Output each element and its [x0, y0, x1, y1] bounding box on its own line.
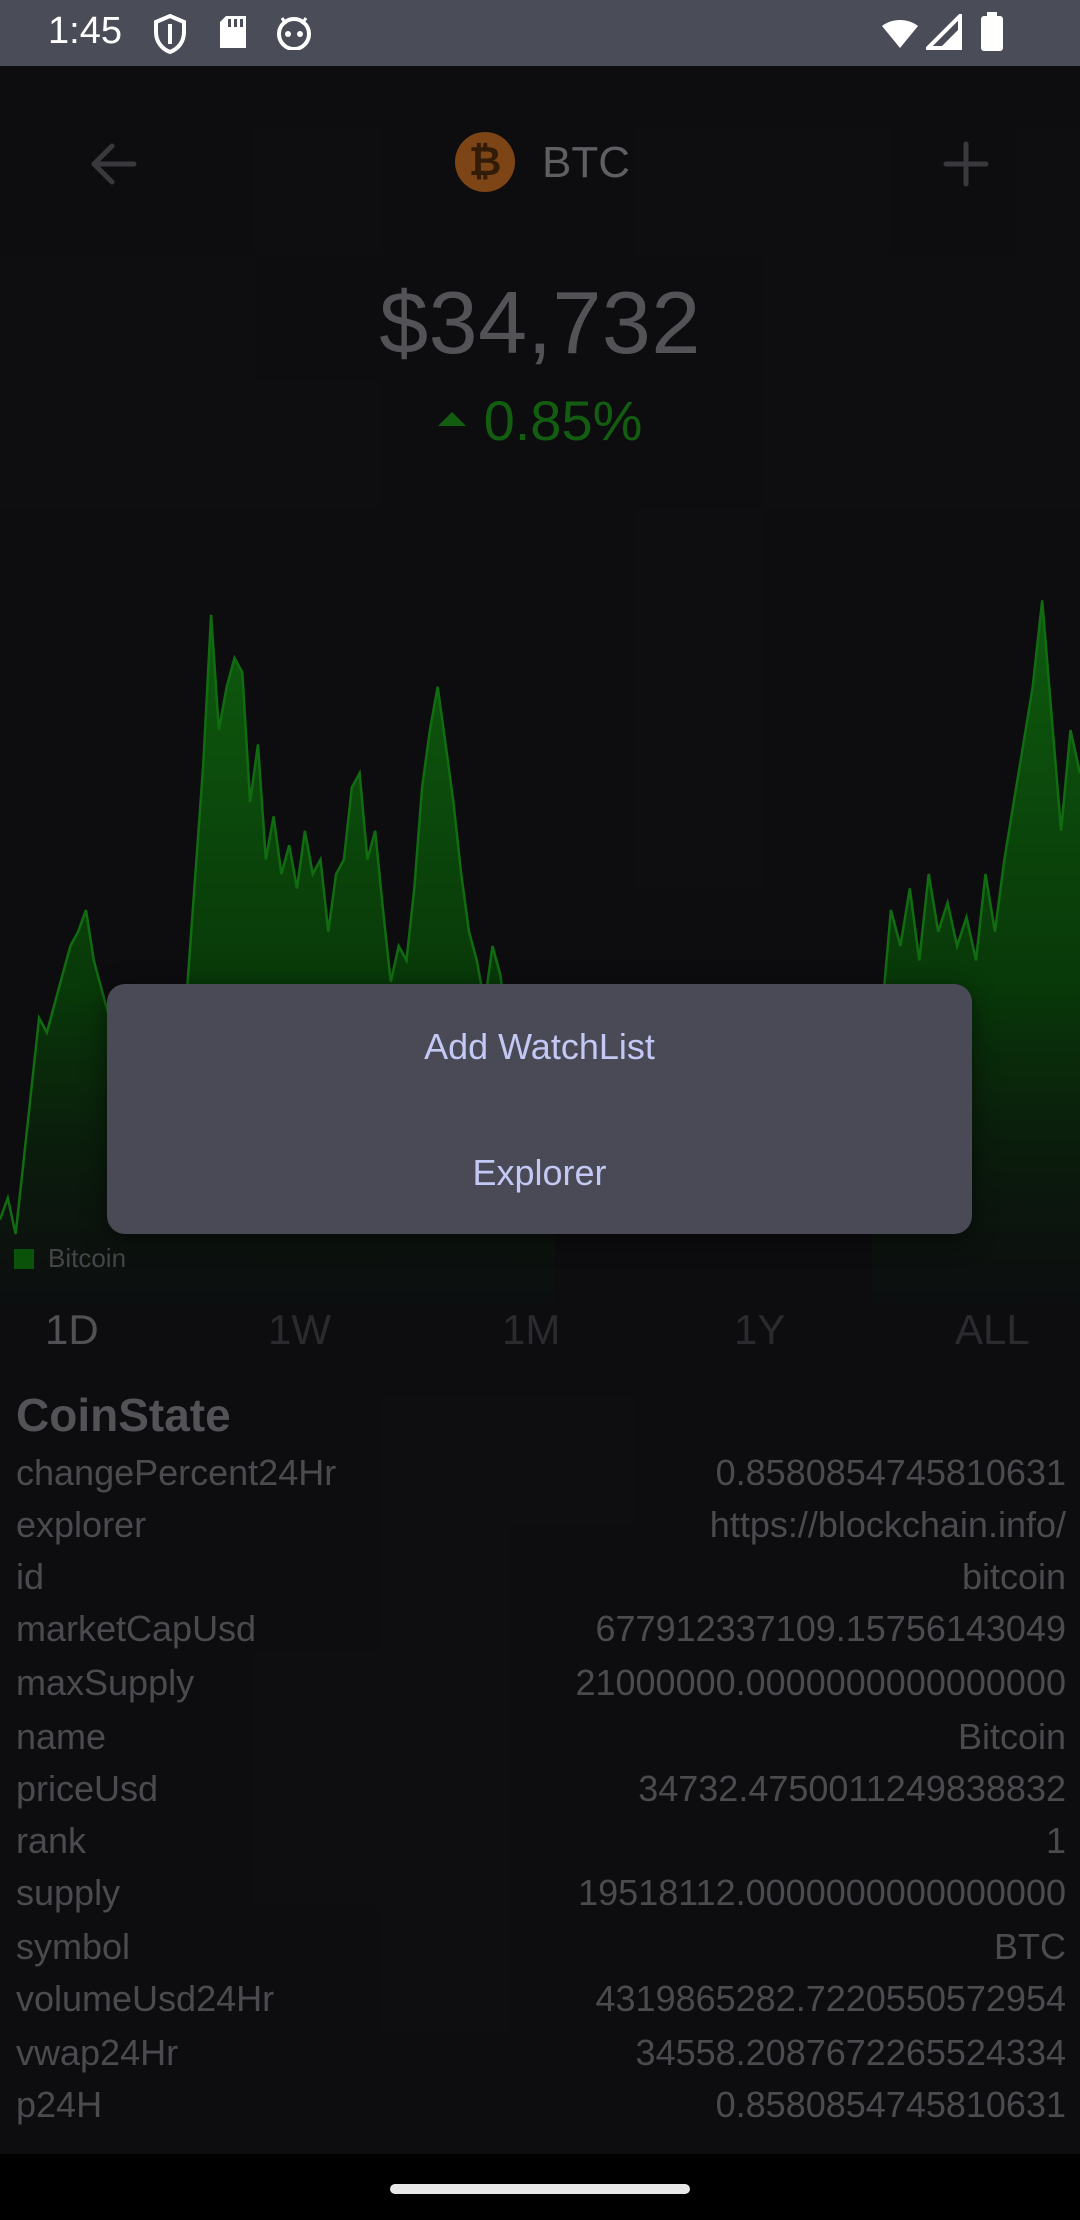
row-key: volumeUsd24Hr: [16, 1978, 275, 2019]
battery-icon: [980, 12, 1004, 57]
add-watchlist-button[interactable]: Add WatchList: [424, 1026, 655, 1067]
caret-up-icon: [437, 412, 466, 427]
coin-state-row: name Bitcoin: [16, 1716, 1066, 1768]
coin-logo: ₿: [455, 132, 515, 192]
navigation-bar: [0, 2154, 1080, 2220]
row-key: priceUsd: [16, 1768, 159, 1809]
status-bar: 1:45: [0, 0, 1080, 66]
row-key: symbol: [16, 1926, 131, 1967]
coin-state-row: changePercent24Hr 0.8580854745810631: [16, 1452, 1066, 1504]
coin-state-row: supply 19518112.0000000000000000: [16, 1872, 1066, 1924]
coin-state-row: volumeUsd24Hr 4319865282.7220550572954: [16, 1978, 1066, 2030]
tab-all[interactable]: ALL: [955, 1306, 1030, 1353]
coin-state-title: CoinState: [16, 1389, 231, 1441]
row-key: explorer: [16, 1504, 147, 1545]
row-value: 4319865282.7220550572954: [595, 1978, 1067, 2019]
row-value: 1: [1045, 1820, 1066, 1861]
row-value: 34732.4750011249838832: [638, 1768, 1066, 1809]
legend-swatch: [14, 1249, 34, 1269]
add-button[interactable]: [936, 134, 996, 194]
coin-state-row: explorer https://blockchain.info/: [16, 1504, 1066, 1556]
coin-state-row: symbol BTC: [16, 1926, 1066, 1978]
row-value: 0.8580854745810631: [715, 2084, 1066, 2125]
tab-1m[interactable]: 1M: [502, 1306, 561, 1353]
row-key: p24H: [16, 2084, 103, 2125]
tab-1d[interactable]: 1D: [45, 1306, 99, 1353]
row-value: BTC: [994, 1926, 1066, 1967]
chart-legend: Bitcoin: [14, 1243, 126, 1274]
legend-label: Bitcoin: [48, 1243, 127, 1273]
plus-icon: [943, 141, 989, 187]
home-gesture-bar[interactable]: [390, 2184, 690, 2194]
row-key: rank: [16, 1820, 87, 1861]
shield-icon: [152, 13, 188, 59]
row-key: marketCapUsd: [16, 1608, 257, 1649]
row-key: changePercent24Hr: [16, 1452, 337, 1493]
chart-line-series-2: [870, 600, 1080, 1163]
row-value: 677912337109.15756143049: [595, 1608, 1067, 1649]
row-value: bitcoin: [961, 1556, 1066, 1597]
tab-1w[interactable]: 1W: [268, 1306, 331, 1353]
row-value: 21000000.0000000000000000: [575, 1662, 1066, 1703]
coin-state-row: rank 1: [16, 1820, 1066, 1872]
coin-state-row: id bitcoin: [16, 1556, 1066, 1608]
status-time: 1:45: [48, 10, 122, 52]
coin-state-row: p24H 0.8580854745810631: [16, 2084, 1066, 2136]
explorer-button[interactable]: Explorer: [472, 1152, 607, 1193]
range-tabs: 1D 1W 1M 1Y ALL: [0, 1306, 1080, 1376]
row-key: maxSupply: [16, 1662, 195, 1703]
wifi-icon: [880, 16, 920, 55]
coin-state-row: priceUsd 34732.4750011249838832: [16, 1768, 1066, 1820]
coin-state-row: maxSupply 21000000.0000000000000000: [16, 1662, 1066, 1714]
back-button[interactable]: [84, 134, 144, 194]
sd-card-icon: [218, 14, 248, 55]
row-key: supply: [16, 1872, 121, 1913]
row-value: 34558.2087672265524334: [635, 2032, 1066, 2073]
arrow-left-icon: [91, 143, 137, 185]
row-key: name: [16, 1716, 107, 1757]
row-value: 0.8580854745810631: [715, 1452, 1066, 1493]
price-change: 0.85%: [0, 388, 1080, 453]
coin-symbol: BTC: [542, 138, 630, 187]
cell-signal-icon: [923, 11, 962, 55]
row-value: https://blockchain.info/: [709, 1504, 1066, 1545]
coin-state-row: vwap24Hr 34558.2087672265524334: [16, 2032, 1066, 2084]
row-key: vwap24Hr: [16, 2032, 179, 2073]
price-change-value: 0.85%: [483, 389, 643, 452]
android-head-icon: [274, 14, 314, 55]
row-key: id: [16, 1556, 45, 1597]
action-dialog: Add WatchList Explorer: [107, 984, 972, 1234]
price-value: $34,732: [379, 273, 701, 372]
chart-line-series-1: [0, 614, 557, 1235]
tab-1y[interactable]: 1Y: [734, 1306, 786, 1353]
row-value: 19518112.0000000000000000: [578, 1872, 1066, 1913]
row-value: Bitcoin: [957, 1716, 1066, 1757]
coin-state-row: marketCapUsd 677912337109.15756143049: [16, 1608, 1066, 1660]
